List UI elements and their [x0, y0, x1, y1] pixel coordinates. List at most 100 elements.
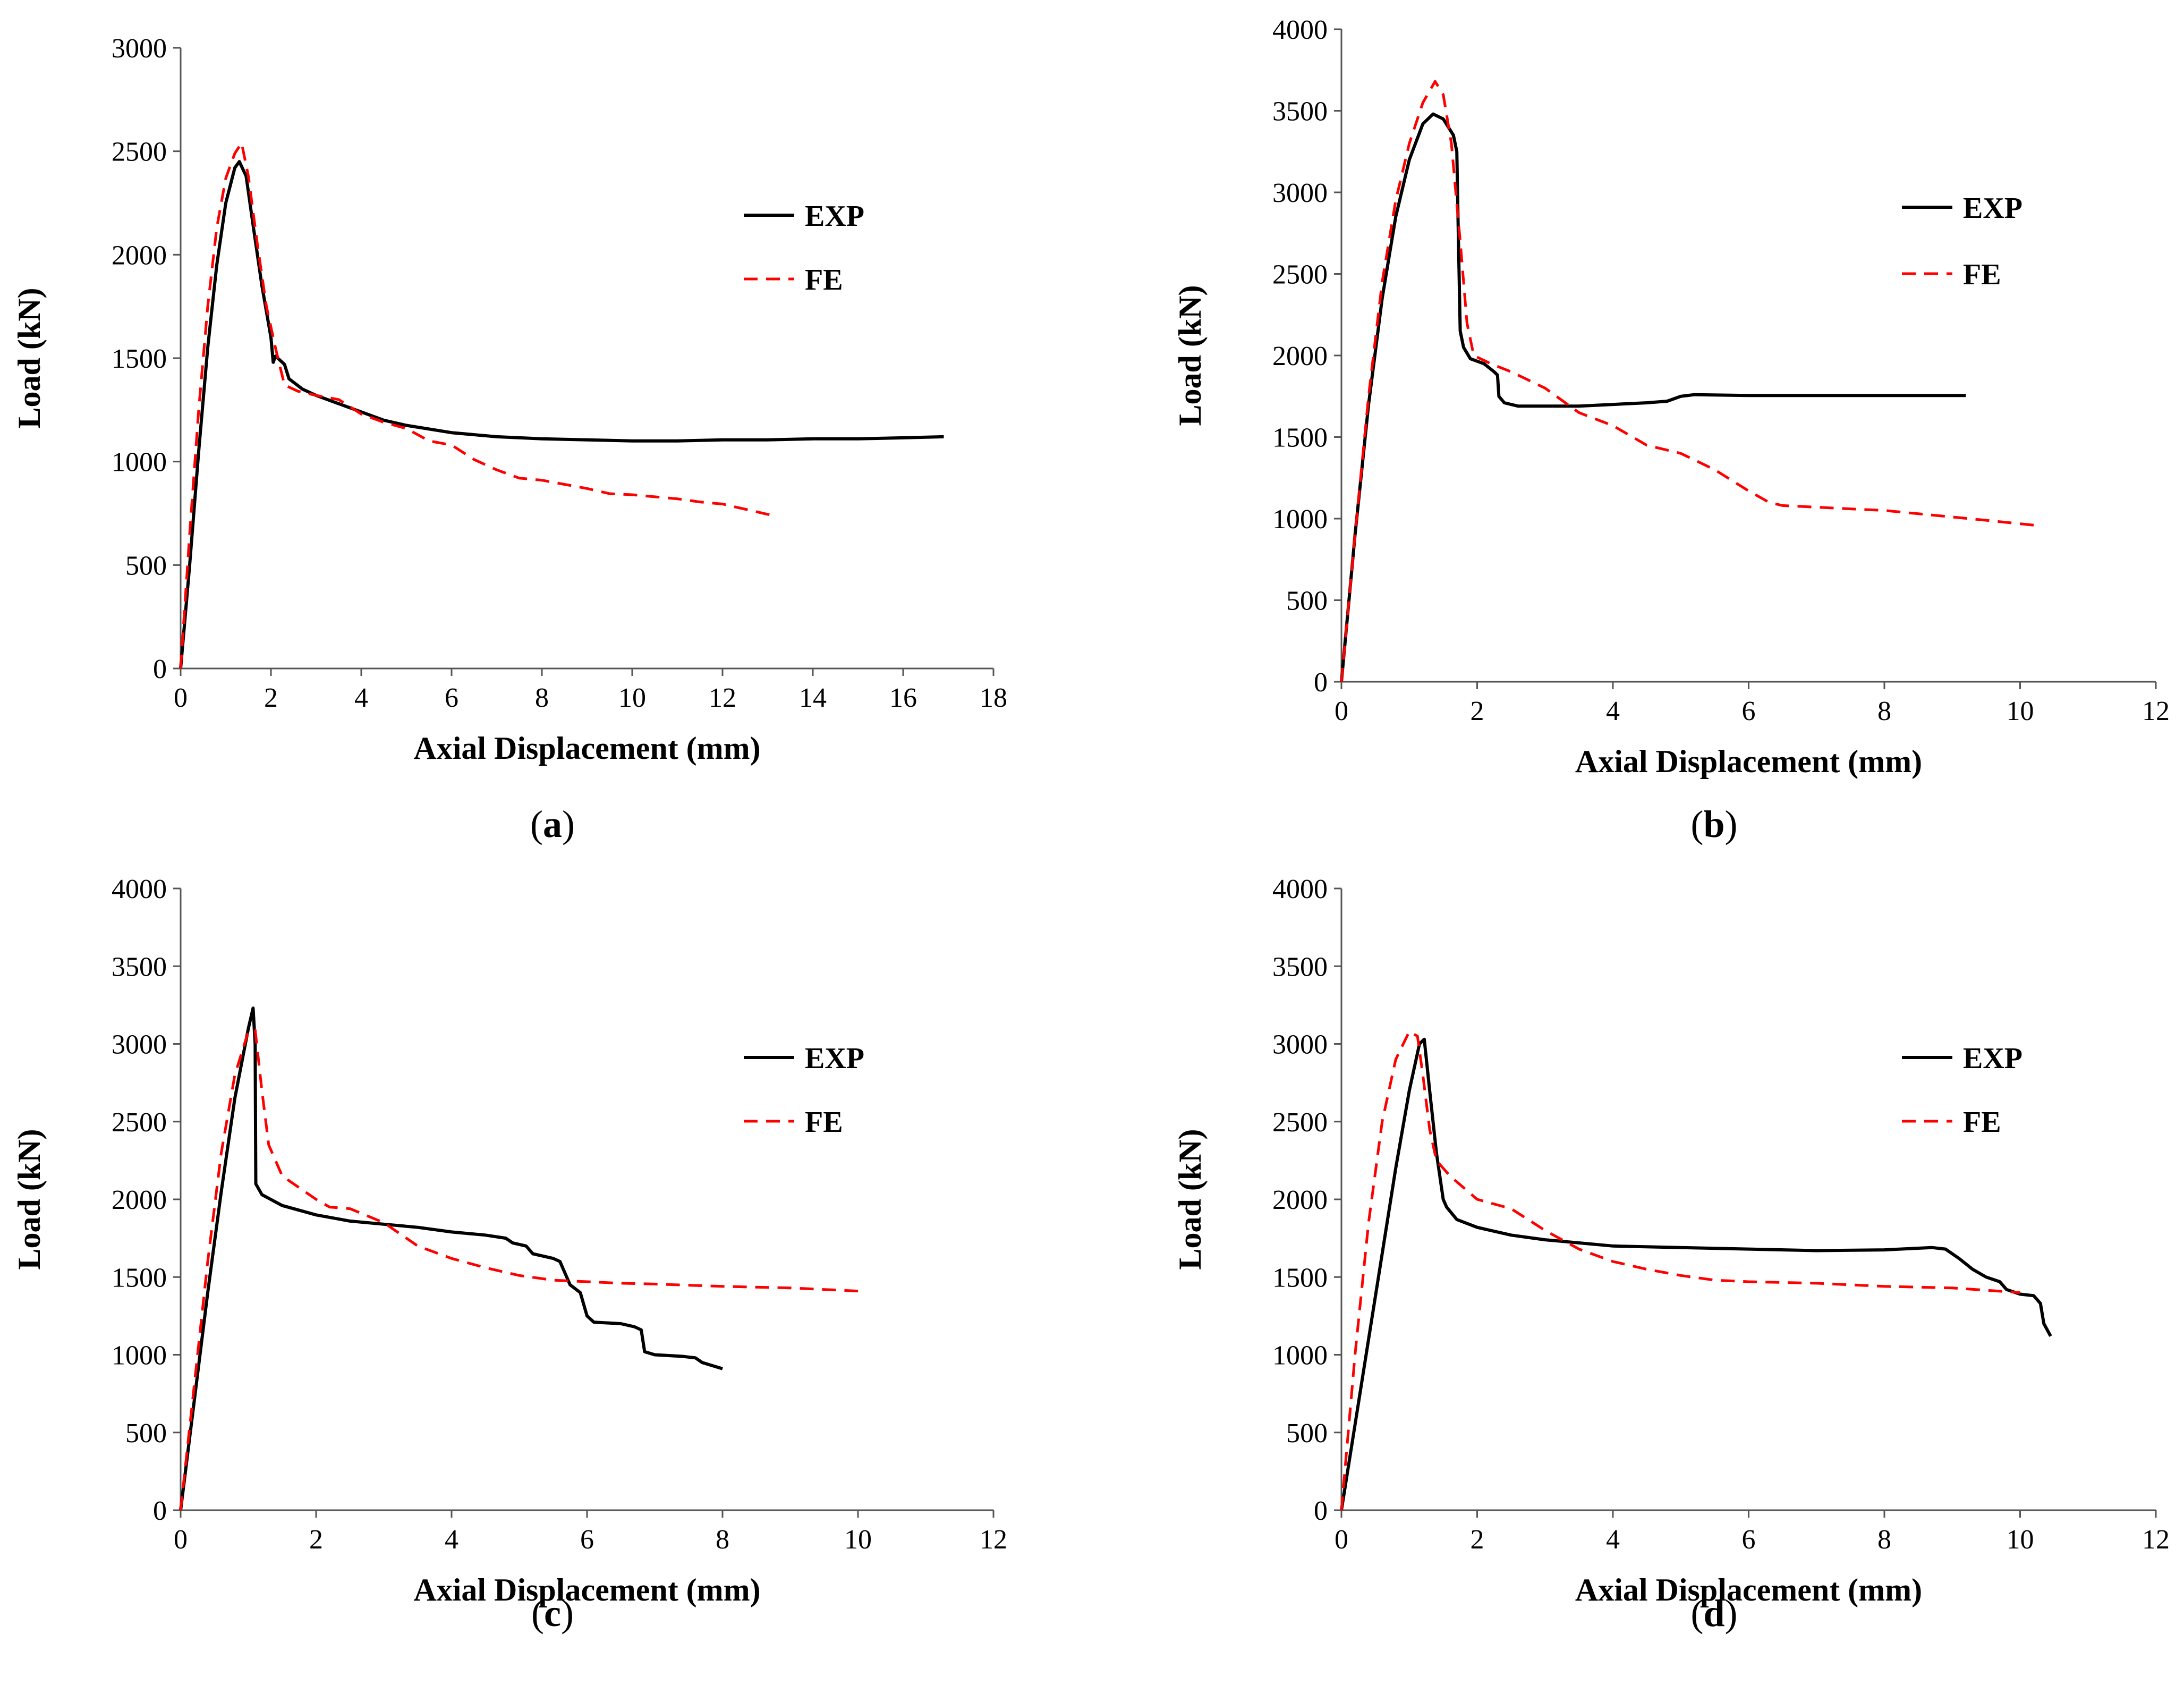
x-tick-label: 2	[1471, 696, 1484, 726]
series-line-exp	[1340, 1037, 2052, 1511]
x-tick-label: 6	[445, 683, 458, 713]
x-tick-label: 0	[1335, 1525, 1348, 1555]
x-tick-label: 4	[354, 683, 368, 713]
chart-panel-d: 0 500 1000 1500 2000 2500 3000 3500 4000 0 2 4 6 8 10 1…	[1172, 874, 2170, 1635]
x-tick-label: 14	[799, 683, 827, 713]
chart-panel-b: 0 500 1000 1500 2000 2500 3000 3500 4000 0 2 4 6 8 10 1…	[1172, 15, 2170, 845]
legend-label-exp: EXP	[805, 200, 864, 233]
x-tick-label: 12	[709, 683, 736, 713]
series-line-exp	[179, 160, 944, 669]
series-line-fe	[1340, 1030, 2020, 1511]
x-tick-label: 2	[264, 683, 278, 713]
x-tick-label: 6	[1742, 696, 1756, 726]
x-tick-label: 10	[2007, 1525, 2034, 1555]
y-tick-label: 1000	[1272, 504, 1328, 535]
legend-label-exp: EXP	[1963, 192, 2022, 225]
x-tick-label: 16	[889, 683, 917, 713]
panel-caption: (c)	[531, 1592, 574, 1635]
series-line-fe	[179, 1028, 859, 1511]
y-tick-label: 2500	[1272, 1107, 1328, 1138]
x-tick-label: 6	[1742, 1525, 1756, 1555]
x-axis-title: Axial Displacement (mm)	[1575, 1572, 1922, 1607]
y-tick-label: 4000	[1272, 15, 1328, 45]
x-axis-title: Axial Displacement (mm)	[1575, 744, 1922, 779]
x-tick-label: 0	[174, 683, 188, 713]
legend-label-exp: EXP	[1963, 1042, 2022, 1075]
y-tick-label: 1500	[1272, 1263, 1328, 1293]
x-axis-title: Axial Displacement (mm)	[413, 731, 760, 766]
y-tick-label: 2500	[112, 137, 167, 167]
chart-panel-a: 0 500 1000 1500 2000 2500 3000 0 2 4 6 8 10 12 14 16 18 A…	[12, 33, 1007, 845]
y-tick-label: 500	[1286, 1418, 1328, 1449]
y-tick-label: 0	[153, 1496, 167, 1526]
y-tick-label: 500	[125, 551, 167, 581]
x-tick-label: 2	[1471, 1525, 1484, 1555]
series-line-exp	[179, 1006, 723, 1511]
y-tick-label: 3500	[112, 952, 167, 982]
x-tick-label: 4	[445, 1525, 458, 1555]
y-tick-label: 2000	[1272, 341, 1328, 371]
y-tick-label: 500	[1286, 586, 1328, 616]
x-tick-label: 2	[309, 1525, 323, 1555]
y-tick-label: 0	[1314, 1496, 1328, 1526]
y-tick-label: 1000	[112, 447, 167, 478]
y-tick-label: 1000	[1272, 1341, 1328, 1371]
series-line-fe	[179, 141, 777, 669]
series-line-exp	[1340, 112, 1966, 682]
legend-label-exp: EXP	[805, 1042, 864, 1075]
legend-label-fe: FE	[805, 264, 843, 297]
panel-caption-letter: b	[1703, 803, 1724, 845]
y-tick-label: 2000	[112, 240, 167, 270]
x-tick-label: 18	[980, 683, 1007, 713]
x-tick-label: 12	[2142, 1525, 2170, 1555]
x-axis-title: Axial Displacement (mm)	[413, 1572, 760, 1607]
x-tick-label: 6	[580, 1525, 594, 1555]
y-tick-label: 2500	[1272, 260, 1328, 290]
legend-label-fe: FE	[805, 1106, 843, 1139]
series-line-fe	[1340, 80, 2034, 682]
x-tick-label: 4	[1606, 1525, 1620, 1555]
y-tick-label: 3000	[1272, 1030, 1328, 1060]
legend-label-fe: FE	[1963, 1106, 2001, 1139]
x-tick-label: 8	[535, 683, 549, 713]
y-tick-label: 1500	[112, 344, 167, 374]
x-tick-label: 12	[980, 1525, 1007, 1555]
y-tick-label: 2500	[112, 1107, 167, 1138]
y-tick-label: 1500	[1272, 423, 1328, 453]
y-tick-label: 3500	[1272, 97, 1328, 127]
y-axis-title: Load (kN)	[12, 287, 47, 428]
y-tick-label: 3500	[1272, 952, 1328, 982]
x-tick-label: 10	[844, 1525, 872, 1555]
y-tick-label: 4000	[112, 874, 167, 904]
y-tick-label: 3000	[112, 33, 167, 64]
x-tick-label: 8	[1877, 1525, 1891, 1555]
y-tick-label: 500	[125, 1418, 167, 1449]
x-tick-label: 8	[716, 1525, 729, 1555]
panel-caption-letter: c	[544, 1592, 561, 1635]
x-tick-label: 8	[1877, 696, 1891, 726]
y-tick-label: 4000	[1272, 874, 1328, 904]
panel-caption: (a)	[530, 803, 575, 845]
y-axis-title: Load (kN)	[1172, 285, 1208, 426]
y-tick-label: 3000	[112, 1030, 167, 1060]
y-tick-label: 1500	[112, 1263, 167, 1293]
panel-caption: (d)	[1690, 1592, 1737, 1635]
y-tick-label: 2000	[112, 1185, 167, 1215]
panel-caption-letter: a	[543, 803, 562, 845]
y-tick-label: 2000	[1272, 1185, 1328, 1215]
x-tick-label: 12	[2142, 696, 2170, 726]
y-tick-label: 0	[153, 654, 167, 684]
chart-panel-c: 0 500 1000 1500 2000 2500 3000 3500 4000 0 2 4 6 8 10 1…	[12, 874, 1007, 1635]
x-tick-label: 0	[174, 1525, 188, 1555]
x-tick-label: 10	[618, 683, 646, 713]
y-axis-title: Load (kN)	[1172, 1129, 1208, 1269]
y-tick-label: 0	[1314, 667, 1328, 698]
y-tick-label: 3000	[1272, 178, 1328, 208]
x-tick-label: 4	[1606, 696, 1620, 726]
legend-label-fe: FE	[1963, 258, 2001, 291]
y-axis-title: Load (kN)	[12, 1129, 47, 1269]
x-tick-label: 10	[2007, 696, 2034, 726]
x-tick-label: 0	[1335, 696, 1348, 726]
y-tick-label: 1000	[112, 1341, 167, 1371]
